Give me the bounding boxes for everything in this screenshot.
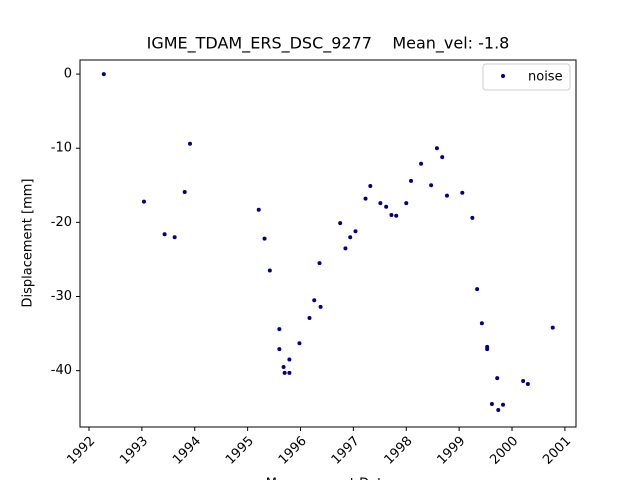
point: [485, 347, 490, 352]
point: [434, 146, 439, 151]
point: [318, 304, 323, 309]
point: [394, 213, 399, 218]
y-tick-label: -10: [51, 141, 72, 156]
point: [338, 221, 343, 226]
point: [101, 72, 106, 77]
point: [348, 235, 353, 240]
point: [317, 261, 322, 266]
point: [363, 196, 368, 201]
point: [409, 178, 414, 183]
point: [460, 190, 465, 195]
point: [281, 364, 286, 369]
point: [307, 316, 312, 321]
point: [404, 201, 409, 206]
point: [162, 232, 167, 237]
point: [419, 161, 424, 166]
point: [277, 347, 282, 352]
point: [187, 141, 192, 146]
point: [489, 402, 494, 407]
point: [353, 229, 358, 234]
point: [475, 287, 480, 292]
point: [550, 325, 555, 330]
legend-box: [482, 63, 571, 91]
point: [172, 235, 177, 240]
point: [267, 268, 272, 273]
y-tick-label: 0: [64, 67, 72, 82]
point: [444, 193, 449, 198]
legend-label: noise: [528, 70, 563, 85]
point: [262, 236, 267, 241]
point: [521, 379, 526, 384]
point: [440, 155, 445, 160]
x-axis-label: Measurement Date: [266, 477, 390, 480]
point: [501, 402, 506, 407]
point: [312, 298, 317, 303]
point: [525, 381, 530, 386]
point: [282, 370, 287, 375]
y-axis-label: Displacement [mm]: [21, 179, 36, 308]
point: [496, 407, 501, 412]
point: [378, 201, 383, 206]
legend-marker: [501, 74, 505, 78]
point: [141, 199, 146, 204]
point: [182, 189, 187, 194]
point: [277, 327, 282, 332]
point: [384, 204, 389, 209]
y-tick-label: -40: [51, 363, 72, 378]
point: [389, 212, 394, 217]
point: [287, 370, 292, 375]
plot-frame: [79, 59, 577, 428]
point: [495, 376, 500, 381]
point: [470, 215, 475, 220]
point: [287, 357, 292, 362]
point: [479, 321, 484, 326]
chart-title: IGME_TDAM_ERS_DSC_9277 Mean_vel: -1.8: [147, 34, 510, 54]
y-tick-label: -20: [51, 215, 72, 230]
point: [343, 246, 348, 251]
point: [429, 183, 434, 188]
point: [256, 207, 261, 212]
point: [297, 341, 302, 346]
y-tick-label: -30: [51, 289, 72, 304]
point: [368, 184, 373, 189]
